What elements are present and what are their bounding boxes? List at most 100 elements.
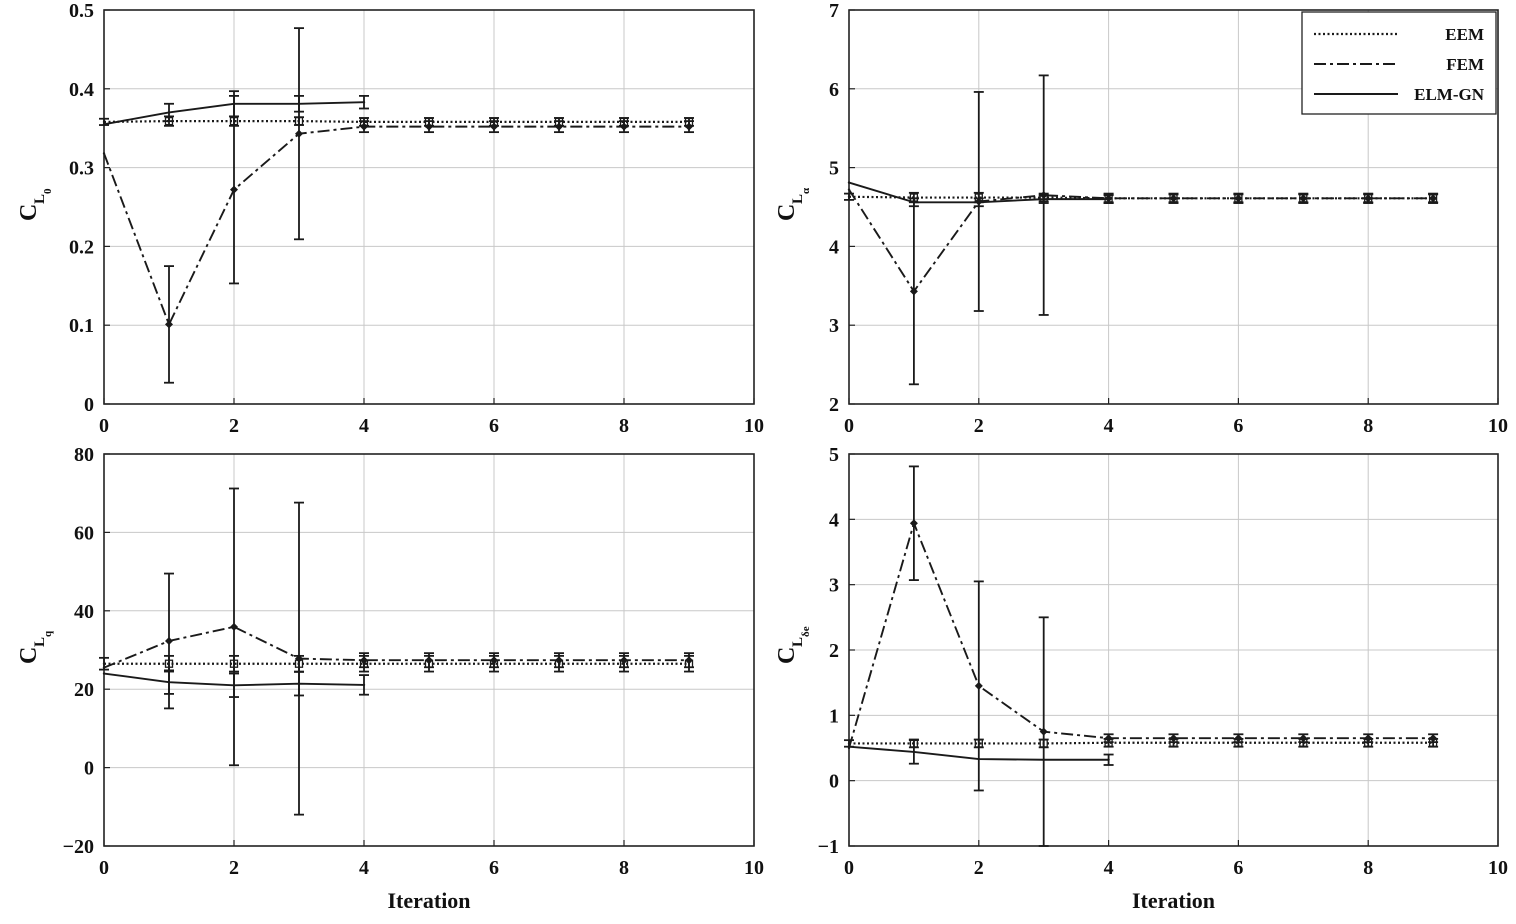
data-point [362,683,366,687]
data-point [977,757,980,761]
data-point [102,123,106,126]
y-tick-label: 3 [829,575,839,597]
data-point [1429,194,1438,203]
data-point [230,185,238,194]
y-tick-label: 6 [829,79,839,101]
legend-label-fem: FEM [1446,55,1484,74]
data-point [909,287,918,296]
data-point [909,519,918,528]
series-eem [99,115,694,127]
series-elm-gn [847,739,1114,766]
data-point [102,666,106,669]
plot-frame [848,9,1499,405]
y-tick-label: 40 [74,601,94,623]
y-tick-label: 20 [74,679,94,701]
data-point [847,181,851,184]
series-fem [847,74,1439,386]
data-point [232,684,236,687]
data-point [297,102,301,105]
y-label-sub: L [32,637,48,647]
y-label-main: C [16,204,42,221]
series-line-fem [848,522,1434,749]
y-tick-label: 0.1 [69,315,94,337]
legend-box [1301,11,1497,115]
plot-frame [103,9,755,405]
series-fem [102,487,694,816]
series-elm-gn [102,90,369,126]
series-line-eem [103,120,689,123]
data-point [230,622,238,631]
x-tick-label: 2 [974,415,984,437]
data-point [685,122,693,131]
data-point [490,656,498,665]
data-point [425,122,433,131]
y-tick-label: 0.4 [69,79,94,101]
legend-label-eem: EEM [1445,25,1484,44]
data-point [102,672,106,675]
series-line-eem [849,741,1434,745]
x-tick-label: 8 [619,857,629,879]
y-tick-label: 1 [829,705,839,727]
y-tick-label: 5 [829,444,839,466]
x-tick-label: 0 [844,857,854,879]
y-tick-label: 0 [84,758,94,780]
series-elm-gn [847,181,1114,208]
y-tick-label: 4 [829,509,839,531]
y-tick-label: 5 [829,158,839,180]
x-tick-label: 10 [1488,857,1508,879]
x-tick-label: 2 [229,857,239,879]
y-tick-label: 3 [829,315,839,337]
data-point [362,100,366,104]
data-point [1169,194,1178,203]
y-label-sub: L [32,194,48,204]
data-point [912,201,916,204]
data-point [620,656,628,665]
series-line-fem [103,625,689,669]
y-label-main: C [16,647,42,664]
y-tick-label: 60 [74,522,94,544]
data-point [974,681,983,690]
data-point [1039,727,1048,736]
data-point [1169,734,1178,743]
y-label-subsub: q [42,630,54,637]
data-point [167,680,171,684]
data-point [555,656,563,665]
y-axis-label: CL0 [16,188,54,221]
data-point [102,120,106,124]
data-point [912,750,916,754]
y-tick-label: 0 [84,394,94,416]
x-tick-label: 0 [99,857,109,879]
y-tick-label: 4 [829,236,839,258]
y-tick-label: 2 [829,640,839,662]
data-point [1429,734,1438,743]
y-label-subsub: δe [800,626,812,637]
data-point [295,129,303,138]
data-point [232,102,236,105]
data-point [1042,197,1045,201]
data-point [685,656,693,665]
y-tick-label: 80 [74,444,94,466]
legend-label-elm-gn: ELM-GN [1414,85,1485,104]
x-tick-label: 4 [359,857,369,879]
data-point [847,195,851,198]
series-eem [844,737,1439,749]
x-tick-label: 6 [1233,415,1243,437]
x-tick-label: 4 [359,415,369,437]
data-point [1299,734,1308,743]
y-tick-label: 7 [829,0,839,22]
data-point [1364,194,1373,203]
legend: EEM FEM ELM-GN [1301,11,1497,115]
x-tick-label: 0 [99,415,109,437]
x-tick-label: 2 [229,415,239,437]
series-line-eem [848,195,1434,200]
data-point [620,122,628,131]
plot-frame [103,453,755,847]
x-tick-label: 8 [1363,415,1373,437]
series-fem [847,465,1439,847]
data-point [1234,734,1243,743]
y-axis-label: CLα [774,187,812,221]
